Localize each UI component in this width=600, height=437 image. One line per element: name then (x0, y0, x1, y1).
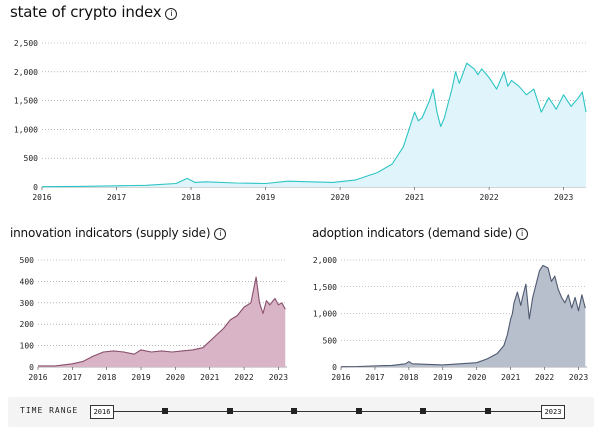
info-icon[interactable]: i (516, 228, 529, 240)
adoption-title: adoption indicators (demand side) i (312, 226, 529, 240)
adoption-ytick-label: 1,000 (313, 310, 337, 319)
main-ytick-label: 2,000 (14, 68, 38, 77)
main-xtick-label: 2022 (479, 193, 498, 202)
main-xtick-label: 2020 (330, 193, 349, 202)
adoption-ytick-label: 1,500 (313, 283, 337, 292)
adoption-title-text: adoption indicators (demand side) (312, 226, 513, 240)
adoption-xtick-label: 2017 (365, 373, 384, 382)
main-xtick-label: 2016 (32, 193, 51, 202)
adoption-area (341, 265, 586, 367)
main-xtick-label: 2019 (256, 193, 275, 202)
adoption-xtick-label: 2019 (433, 373, 452, 382)
page-title: state of crypto index i (10, 3, 178, 21)
adoption-series-line (340, 264, 586, 368)
info-icon[interactable]: i (214, 228, 227, 240)
adoption-chart: 0 500 1,000 1,500 2,000 2016 2017 2018 2019 2020 2… (313, 256, 588, 382)
time-range-tick[interactable] (162, 408, 169, 414)
innovation-xtick-label: 2017 (63, 373, 82, 382)
time-range-tick[interactable] (226, 408, 233, 414)
innovation-ytick-label: 400 (20, 277, 35, 286)
innovation-xtick-label: 2023 (269, 373, 288, 382)
main-ytick-label: 1,500 (14, 97, 38, 106)
innovation-xtick-label: 2020 (166, 373, 185, 382)
info-icon[interactable]: i (165, 8, 178, 20)
time-range-track[interactable] (112, 411, 542, 412)
adoption-xtick-label: 2022 (535, 373, 554, 382)
time-range-tick[interactable] (355, 408, 362, 414)
innovation-xtick-label: 2022 (234, 373, 253, 382)
main-ytick-label: 500 (24, 154, 39, 163)
adoption-xtick-label: 2016 (331, 373, 350, 382)
main-xtick-label: 2021 (405, 193, 424, 202)
adoption-ytick-label: 0 (332, 363, 337, 372)
innovation-series-line (38, 276, 286, 367)
main-xtick-label: 2017 (107, 193, 126, 202)
adoption-ytick-label: 500 (323, 336, 338, 345)
innovation-ytick-label: 100 (20, 342, 35, 351)
innovation-ytick-label: 500 (20, 256, 35, 265)
innovation-area (38, 277, 286, 367)
adoption-xtick-label: 2023 (569, 373, 588, 382)
main-ytick-label: 0 (33, 183, 38, 192)
innovation-xtick-label: 2019 (131, 373, 150, 382)
time-range-label: TIME RANGE (20, 406, 79, 415)
adoption-xtick-label: 2021 (501, 373, 520, 382)
adoption-xtick-label: 2018 (399, 373, 418, 382)
innovation-xtick-label: 2016 (28, 373, 47, 382)
time-range-tick[interactable] (484, 408, 491, 414)
innovation-title: innovation indicators (supply side) i (10, 226, 227, 240)
main-chart: 0 500 1,000 1,500 2,000 2,500 2016 2017 2018 2019… (14, 39, 587, 202)
main-series-line (41, 62, 587, 188)
innovation-xtick-label: 2021 (200, 373, 219, 382)
time-range-end-handle[interactable]: 2023 (541, 405, 565, 419)
innovation-ytick-label: 300 (20, 299, 35, 308)
main-xtick-label: 2018 (181, 193, 200, 202)
page-title-text: state of crypto index (10, 3, 162, 21)
innovation-ytick-label: 0 (29, 363, 34, 372)
innovation-xtick-label: 2018 (97, 373, 116, 382)
adoption-ytick-label: 2,000 (313, 256, 337, 265)
adoption-xtick-label: 2020 (467, 373, 486, 382)
time-range-start-handle[interactable]: 2016 (90, 405, 114, 419)
main-area (42, 63, 586, 188)
main-ytick-label: 2,500 (14, 39, 38, 48)
innovation-ytick-label: 200 (20, 320, 35, 329)
time-range-tick[interactable] (420, 408, 427, 414)
time-range-tick[interactable] (291, 408, 298, 414)
main-xtick-label: 2023 (554, 193, 573, 202)
innovation-title-text: innovation indicators (supply side) (10, 226, 211, 240)
main-ytick-label: 1,000 (14, 125, 38, 134)
innovation-chart: 0 100 200 300 400 500 2016 2017 2018 2019 2020 2021… (20, 256, 289, 382)
